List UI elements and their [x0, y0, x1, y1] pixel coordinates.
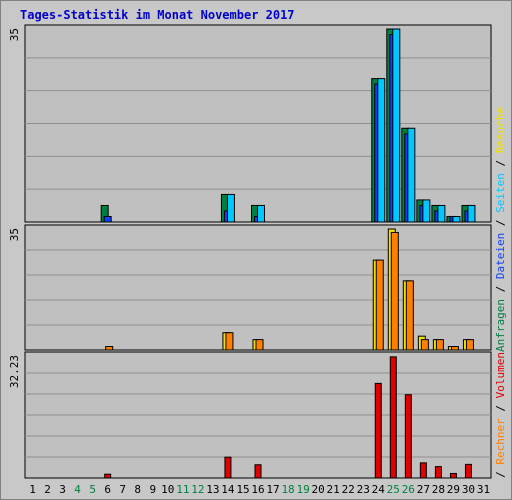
x-tick-label-day-21: 21: [327, 483, 340, 496]
panel-0-y-max-label: 35: [8, 28, 21, 41]
x-tick-label-day-5: 5: [89, 483, 96, 496]
bar-volumen-day-25: [389, 356, 397, 479]
x-tick-label-day-22: 22: [342, 483, 355, 496]
bar-seiten-day-29: [452, 215, 461, 223]
bar-seiten-day-14: [226, 193, 235, 223]
legend-sep4: /: [494, 465, 507, 478]
panel-2-y-max-label: 32.23: [8, 355, 21, 388]
bar-rechner-day-24: [375, 259, 384, 351]
legend-volumen: Volumen: [494, 352, 507, 398]
x-tick-label-day-2: 2: [44, 483, 51, 496]
right-legend-lower: / Rechner / Volumen: [494, 352, 507, 478]
bar-rechner-day-6: [105, 346, 114, 351]
bar-rechner-day-27: [420, 339, 429, 351]
bar-volumen-day-27: [419, 462, 427, 479]
x-tick-label-day-1: 1: [29, 483, 36, 496]
bar-volumen-day-29: [449, 472, 457, 479]
x-tick-label-day-27: 27: [417, 483, 430, 496]
x-tick-label-day-17: 17: [266, 483, 279, 496]
x-tick-label-day-3: 3: [59, 483, 66, 496]
x-tick-label-day-6: 6: [104, 483, 111, 496]
x-tick-label-day-15: 15: [236, 483, 249, 496]
legend-besuche: Besuche: [494, 107, 507, 153]
bar-volumen-day-26: [404, 394, 412, 479]
bar-volumen-day-6: [104, 473, 112, 479]
x-tick-label-day-19: 19: [296, 483, 309, 496]
legend-sep1: /: [494, 279, 507, 299]
chart-title: Tages-Statistik im Monat November 2017: [20, 8, 295, 22]
bar-seiten-day-25: [392, 28, 401, 223]
x-tick-label-day-23: 23: [357, 483, 370, 496]
bar-rechner-day-16: [255, 339, 264, 351]
x-tick-label-day-18: 18: [281, 483, 294, 496]
bar-seiten-day-27: [422, 199, 431, 223]
bar-dateien-day-6: [103, 215, 112, 223]
bar-seiten-day-16: [257, 204, 265, 223]
x-tick-label-day-30: 30: [462, 483, 475, 496]
bar-rechner-day-26: [405, 280, 414, 351]
x-tick-label-day-9: 9: [149, 483, 156, 496]
bar-volumen-day-28: [434, 466, 442, 479]
x-tick-label-day-26: 26: [402, 483, 415, 496]
legend-dateien: Dateien: [494, 233, 507, 279]
legend-rechner: Rechner: [494, 418, 507, 465]
legend-sep3: /: [494, 153, 507, 173]
bar-rechner-day-30: [465, 339, 474, 351]
bar-rechner-day-14: [225, 332, 234, 351]
x-tick-label-day-10: 10: [161, 483, 174, 496]
x-tick-label-day-16: 16: [251, 483, 264, 496]
x-tick-label-day-8: 8: [134, 483, 141, 496]
bar-rechner-day-29: [450, 346, 459, 351]
bar-volumen-day-16: [254, 464, 262, 479]
panel-1-y-max-label: 35: [8, 228, 21, 241]
x-tick-label-day-7: 7: [119, 483, 126, 496]
legend-sep2: /: [494, 213, 507, 233]
x-tick-label-day-4: 4: [74, 483, 81, 496]
right-legend-upper: Anfragen / Dateien / Seiten / Besuche: [494, 107, 507, 352]
bar-volumen-day-24: [374, 382, 382, 479]
panel-1-plot-area: [24, 224, 492, 351]
x-tick-label-day-31: 31: [477, 483, 490, 496]
x-tick-label-day-29: 29: [447, 483, 460, 496]
x-tick-label-day-24: 24: [372, 483, 386, 496]
x-tick-label-day-14: 14: [221, 483, 235, 496]
x-tick-label-day-13: 13: [206, 483, 219, 496]
bar-rechner-day-25: [390, 231, 399, 351]
bar-rechner-day-28: [435, 339, 444, 351]
bar-seiten-day-26: [407, 127, 416, 223]
x-tick-label-day-20: 20: [312, 483, 325, 496]
legend-seiten: Seiten: [494, 173, 507, 213]
legend-sep5: /: [494, 398, 507, 418]
x-tick-label-day-12: 12: [191, 483, 204, 496]
x-tick-label-day-28: 28: [432, 483, 445, 496]
bar-volumen-day-14: [224, 456, 232, 479]
bar-volumen-day-30: [464, 463, 472, 479]
bar-seiten-day-30: [467, 204, 476, 223]
legend-anfragen: Anfragen: [494, 299, 507, 352]
x-tick-label-day-11: 11: [176, 483, 189, 496]
bar-seiten-day-24: [377, 78, 386, 223]
bar-seiten-day-28: [437, 204, 446, 223]
x-tick-label-day-25: 25: [387, 483, 400, 496]
